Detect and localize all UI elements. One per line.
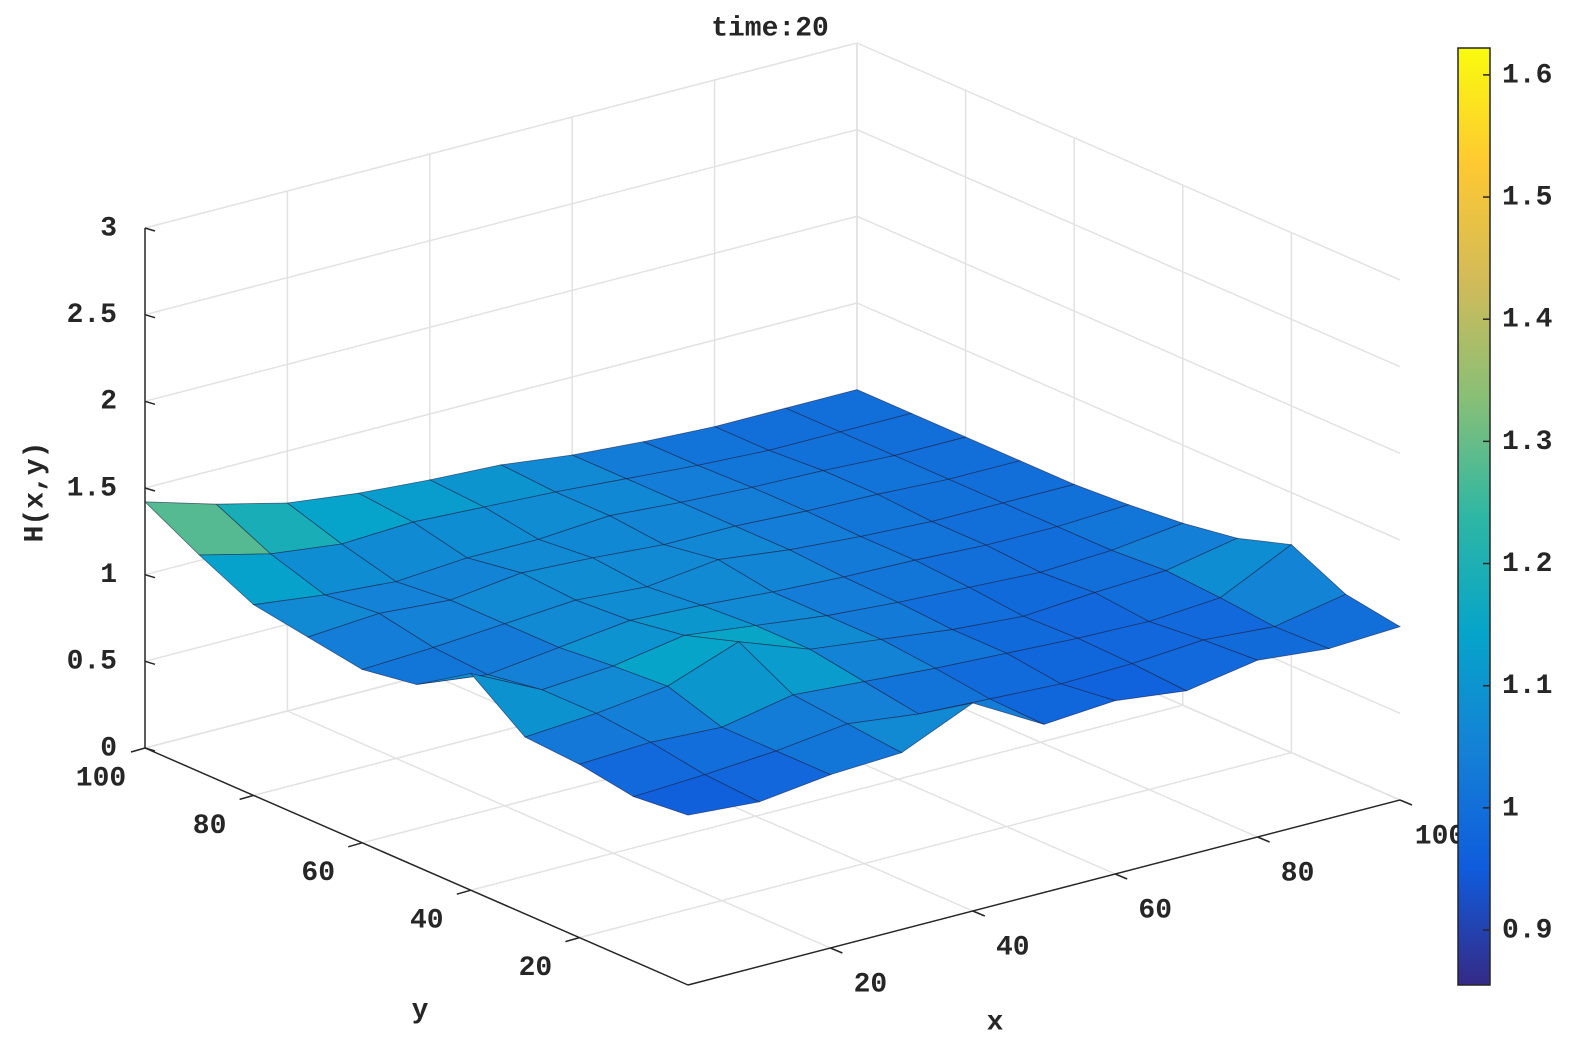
z-tick-label: 2 [100, 387, 117, 418]
grid-line [856, 128, 1401, 368]
z-tick [144, 400, 156, 406]
surface-cell [632, 774, 761, 816]
y-tick [130, 747, 146, 753]
z-tick-label: 0 [100, 733, 117, 764]
z-tick [144, 660, 156, 666]
z-tick-label: 0.5 [67, 647, 117, 678]
x-tick-label: 100 [1415, 821, 1465, 852]
colorbar [1457, 47, 1491, 986]
x-tick [1114, 873, 1128, 880]
y-axis [144, 747, 689, 986]
x-tick-label: 80 [1281, 858, 1315, 889]
colorbar-tick-label: 1.2 [1502, 549, 1552, 580]
x-tick-label: 60 [1138, 895, 1172, 926]
y-axis-label: y [412, 995, 429, 1026]
x-tick [1257, 836, 1270, 843]
z-tick-label: 3 [100, 213, 117, 244]
colorbar-tick-label: 0.9 [1502, 915, 1552, 946]
colorbar-tick-label: 1.6 [1502, 60, 1552, 91]
x-tick [830, 947, 843, 954]
y-tick-label: 80 [193, 811, 227, 842]
z-tick [144, 487, 156, 492]
grid-line [856, 215, 1401, 455]
grid-line [856, 42, 1401, 281]
z-tick-label: 2.5 [67, 300, 117, 331]
colorbar-tick-label: 1 [1502, 793, 1519, 824]
grid-line [144, 215, 858, 403]
x-tick-label: 40 [996, 932, 1030, 963]
z-tick [144, 573, 156, 579]
y-tick-label: 100 [76, 763, 126, 794]
y-tick-label: 20 [519, 953, 553, 984]
grid-line [579, 751, 1292, 939]
x-tick [1399, 799, 1413, 806]
x-axis-label: x [987, 1007, 1004, 1038]
y-tick-label: 60 [301, 858, 335, 889]
z-tick-label: 1 [100, 560, 117, 591]
z-tick [144, 313, 156, 319]
z-tick [144, 227, 156, 232]
grid-line [144, 42, 858, 229]
grid-line [856, 302, 1401, 541]
grid-line [470, 704, 1183, 891]
colorbar-tick-label: 1.5 [1502, 182, 1552, 213]
y-tick [565, 936, 580, 943]
x-tick-label: 20 [854, 969, 888, 1000]
z-tick [144, 747, 156, 752]
grid-line [144, 128, 858, 316]
y-tick [347, 842, 363, 848]
y-tick-label: 40 [410, 906, 444, 937]
y-tick [456, 889, 472, 895]
colorbar-tick-label: 1.3 [1502, 427, 1552, 458]
chart-title: time:20 [711, 13, 829, 44]
colorbar-tick-label: 1.1 [1502, 671, 1552, 702]
y-tick [239, 794, 254, 801]
z-tick-label: 1.5 [67, 473, 117, 504]
x-axis [687, 799, 1401, 986]
z-axis-label: H(x,y) [20, 442, 51, 543]
colorbar-tick-label: 1.4 [1502, 305, 1552, 336]
x-tick [972, 910, 986, 917]
grid-line [287, 710, 831, 949]
grid-line [144, 302, 858, 489]
